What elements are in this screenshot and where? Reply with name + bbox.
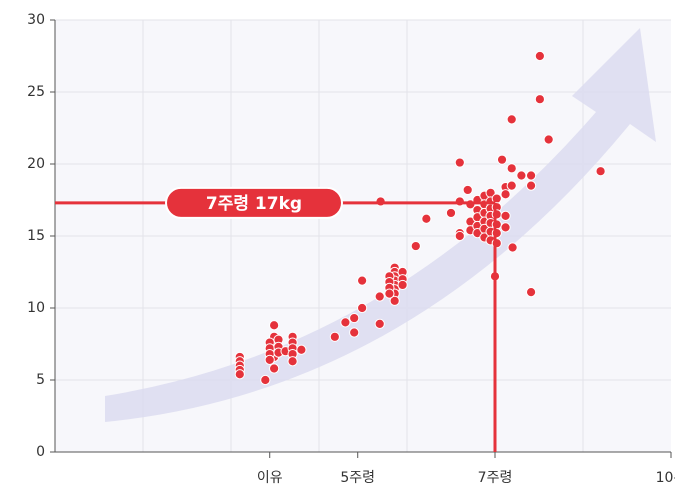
point [496,154,508,165]
point [410,240,421,252]
marks [234,50,606,386]
point [500,189,511,200]
point [534,50,545,62]
point [264,354,275,365]
point [462,184,473,196]
annotation: 7주령 17kg [55,186,497,452]
y-tick-label: 15 [27,228,45,244]
y-tick-label: 5 [36,372,45,388]
point [543,134,554,145]
point [506,114,517,125]
point [374,291,385,302]
point [595,166,606,177]
point [397,279,408,291]
y-tick-label: 0 [36,444,45,460]
point [445,207,457,219]
point [287,356,298,367]
x-tick-label: 이유 [257,470,283,486]
point [525,180,537,191]
point [357,275,368,286]
grid: 0 5 10 15 20 25 30 이유 5주령 7주령 10주 [27,12,675,486]
point [389,295,400,306]
annotation-pill [165,186,343,219]
point [534,94,545,105]
point [340,317,351,328]
point [506,163,517,174]
x-tick-label: 5주령 [340,470,375,486]
y-tick-label: 10 [27,300,45,316]
point [357,302,368,314]
point [296,344,307,355]
point [329,331,340,342]
point [269,363,280,374]
point [500,222,511,233]
point [374,318,385,329]
point [260,374,271,386]
point [506,180,517,191]
trend-arrow [105,28,656,422]
y-tick-label: 25 [27,84,45,100]
point [234,369,245,380]
point [516,170,527,181]
y-tick-label: 30 [27,12,45,28]
point [454,157,465,168]
point [421,213,432,224]
point [384,288,395,299]
point [525,170,537,181]
y-tick-label: 20 [27,156,45,172]
annotation-label: 7주령 17kg [206,193,302,214]
x-tick-label: 7주령 [478,470,513,486]
point [349,312,360,324]
point [269,320,280,331]
point [454,230,465,242]
x-tick-label: 10주 [656,470,675,486]
point [525,287,537,298]
point [500,210,511,221]
point [349,327,360,338]
point [507,242,518,253]
